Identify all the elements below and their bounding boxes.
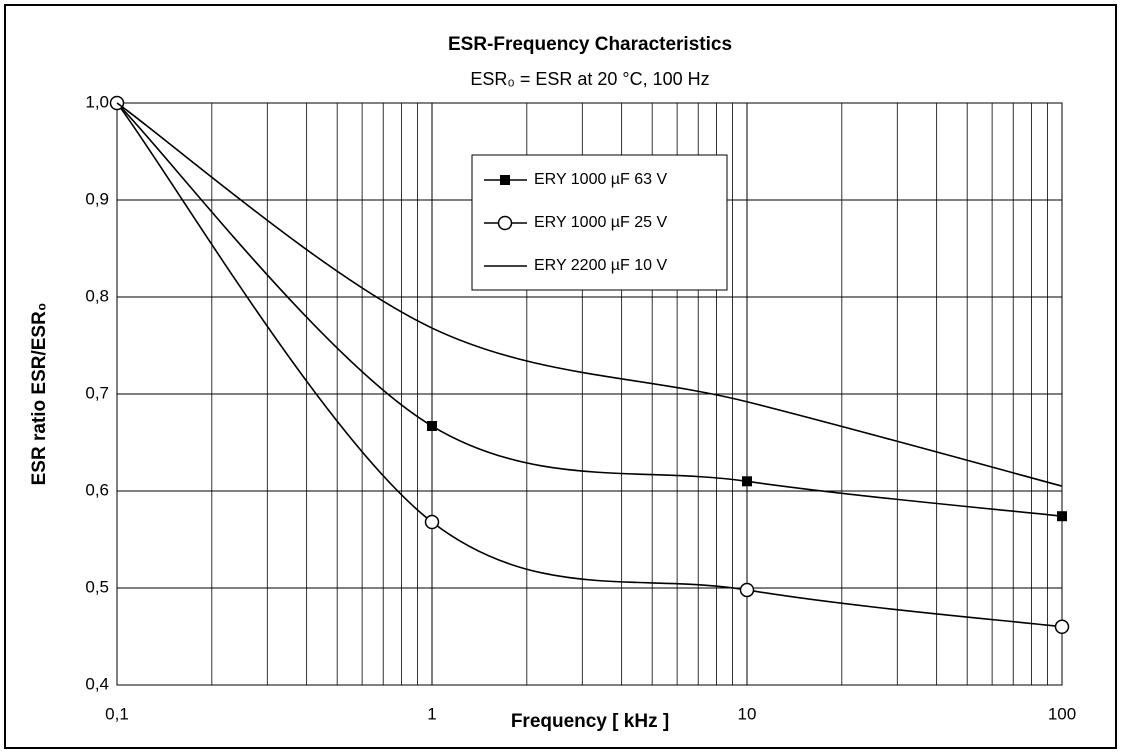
marker bbox=[1054, 619, 1070, 635]
y-tick-label: 0,9 bbox=[85, 189, 109, 208]
marker bbox=[427, 421, 437, 432]
x-axis-label: Frequency [ kHz ] bbox=[511, 711, 669, 732]
y-tick-label: 0,8 bbox=[85, 286, 109, 305]
x-tick-label: 1 bbox=[427, 704, 436, 723]
series-line bbox=[116, 102, 1063, 518]
marker bbox=[1057, 511, 1067, 522]
chart-subtitle: ESR₀ = ESR at 20 °C, 100 Hz bbox=[470, 69, 709, 89]
legend-marker bbox=[500, 175, 510, 185]
y-axis-label: ESR ratio ESR/ESR₀ bbox=[29, 303, 50, 486]
legend-label: ERY 1000 µF 63 V bbox=[534, 171, 667, 188]
marker bbox=[739, 582, 755, 598]
legend-label: ERY 2200 µF 10 V bbox=[534, 257, 667, 274]
series-line bbox=[116, 102, 1063, 487]
series-line bbox=[116, 102, 1063, 628]
y-tick-label: 0,5 bbox=[85, 577, 109, 596]
y-tick-label: 0,7 bbox=[85, 383, 109, 402]
y-tick-label: 1,0 bbox=[85, 92, 109, 111]
x-tick-label: 10 bbox=[738, 704, 757, 723]
legend-label: ERY 1000 µF 25 V bbox=[534, 214, 667, 231]
marker bbox=[424, 514, 440, 530]
x-tick-label: 0,1 bbox=[105, 704, 129, 723]
marker bbox=[742, 476, 752, 487]
y-tick-label: 0,6 bbox=[85, 480, 109, 499]
y-tick-label: 0,4 bbox=[85, 674, 109, 693]
legend-marker bbox=[497, 215, 513, 231]
chart-title: ESR-Frequency Characteristics bbox=[448, 34, 732, 55]
x-tick-label: 100 bbox=[1048, 704, 1076, 723]
